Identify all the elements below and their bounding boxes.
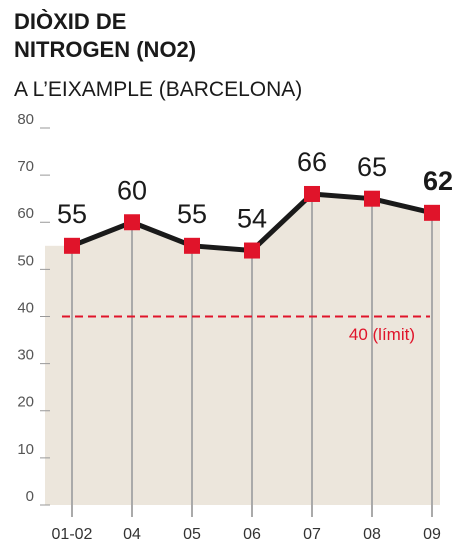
chart-subtitle: A L’EIXAMPLE (BARCELONA) [14, 78, 303, 101]
data-label: 66 [297, 147, 327, 177]
marker [364, 190, 380, 207]
y-tick-label: 50 [17, 252, 34, 269]
y-tick-label: 60 [17, 205, 34, 222]
marker [304, 185, 320, 202]
marker [184, 237, 200, 254]
x-tick-label: 01-02 [52, 526, 93, 543]
chart-title: DIÒXID DE NITROGEN (NO2) [14, 9, 197, 62]
plot-background [45, 245, 72, 505]
y-tick-label: 0 [26, 488, 34, 505]
y-tick-label: 70 [17, 158, 34, 175]
y-tick-label: 40 [17, 299, 34, 316]
plot-background [432, 212, 440, 505]
y-tick-label: 20 [17, 394, 34, 411]
x-tick-label: 08 [363, 526, 381, 543]
x-tick-label: 04 [123, 526, 141, 543]
y-tick-label: 30 [17, 347, 34, 364]
data-label: 54 [237, 204, 267, 234]
reference-label: 40 (límit) [349, 325, 415, 344]
x-tick-label: 05 [183, 526, 201, 543]
data-label: 65 [357, 152, 387, 182]
data-label: 55 [57, 199, 87, 229]
x-tick-label: 09 [423, 526, 441, 543]
y-tick-label: 10 [17, 441, 34, 458]
marker [244, 242, 260, 259]
y-tick-label: 80 [17, 111, 34, 128]
marker [64, 237, 80, 254]
data-label: 60 [117, 175, 147, 205]
data-label: 55 [177, 199, 207, 229]
data-label: 62 [423, 166, 453, 196]
x-tick-label: 07 [303, 526, 321, 543]
x-tick-label: 06 [243, 526, 261, 543]
marker [424, 204, 440, 221]
marker [124, 214, 140, 231]
